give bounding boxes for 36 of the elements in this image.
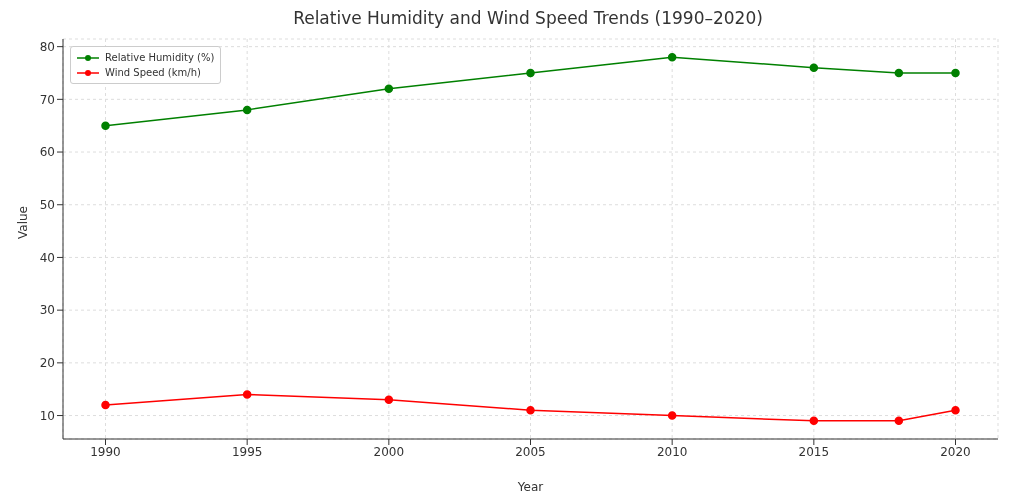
x-axis-title: Year	[516, 480, 544, 494]
x-tick-label: 1990	[90, 444, 121, 459]
point	[384, 84, 394, 94]
x-tick-label: 1995	[231, 444, 263, 459]
point	[894, 68, 904, 78]
point	[384, 395, 394, 404]
point	[667, 52, 677, 62]
x-tick-label: 2015	[798, 444, 830, 459]
y-tick-label: 70	[39, 92, 55, 107]
y-tick-label: 50	[39, 198, 55, 212]
point	[894, 416, 904, 426]
point	[951, 68, 960, 78]
point	[951, 406, 960, 415]
x-tick-label: 2000	[373, 444, 405, 459]
y-axis-title: Value	[16, 206, 31, 239]
legend-label: Wind Speed (km/h)	[105, 66, 201, 80]
point	[101, 121, 110, 130]
point	[101, 400, 110, 410]
x-tick-label: 2005	[515, 444, 546, 459]
y-tick-label: 80	[39, 39, 55, 54]
point	[667, 411, 677, 420]
point	[526, 68, 535, 78]
point	[242, 390, 252, 399]
point	[809, 63, 819, 72]
x-tick-label: 2010	[656, 444, 688, 459]
y-tick-label: 30	[39, 303, 55, 318]
y-tick-label: 60	[39, 145, 55, 160]
point	[242, 105, 252, 115]
chart-title: Relative Humidity and Wind Speed Trends (1990–2020)	[292, 8, 764, 30]
y-tick-label: 10	[39, 408, 55, 423]
point	[526, 406, 535, 415]
y-tick-label: 20	[39, 356, 55, 371]
y-tick-label: 40	[39, 250, 55, 265]
x-tick-label: 2020	[940, 444, 971, 459]
point	[809, 416, 819, 426]
legend-label: Relative Humidity (%)	[105, 51, 215, 65]
